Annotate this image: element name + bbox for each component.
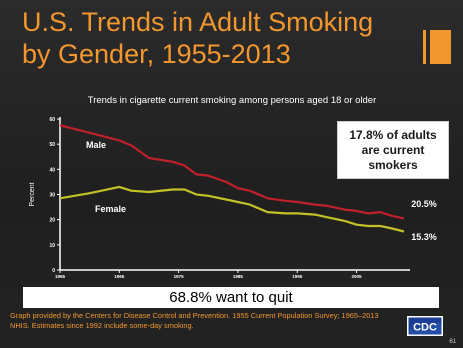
y-tick-label: 10 bbox=[49, 243, 55, 249]
current-smokers-callout: 17.8% of adults are current smokers bbox=[337, 121, 449, 179]
y-tick-label: 20 bbox=[49, 218, 55, 224]
x-tick-label: 1975 bbox=[174, 274, 185, 279]
x-tick-label: 1965 bbox=[114, 274, 125, 279]
series-line-male bbox=[59, 124, 405, 220]
orange-accent-bars bbox=[423, 30, 451, 64]
series-line-female bbox=[59, 185, 405, 233]
cdc-logo-icon: CDC bbox=[407, 316, 443, 336]
callout-text: 17.8% of adults are current smokers bbox=[349, 127, 437, 172]
series-label-male: Male bbox=[86, 140, 106, 150]
cdc-logo-text: CDC bbox=[413, 322, 437, 334]
y-tick-label: 50 bbox=[49, 142, 55, 148]
accent-bar-thick bbox=[430, 30, 451, 64]
title-line-1: U.S. Trends in Adult Smoking bbox=[22, 7, 374, 37]
x-tick-label: 2005 bbox=[352, 274, 363, 279]
chart-area: Trends in cigarette current smoking amon… bbox=[0, 88, 463, 288]
slide-title: U.S. Trends in Adult Smoking by Gender, … bbox=[22, 6, 422, 70]
y-tick-label: 30 bbox=[49, 193, 55, 199]
smoking-trend-chart: Trends in cigarette current smoking amon… bbox=[29, 95, 437, 279]
end-value-label: 15.3% bbox=[411, 232, 437, 242]
y-tick-label: 60 bbox=[49, 117, 55, 123]
title-line-2: by Gender, 1955-2013 bbox=[22, 39, 291, 69]
x-tick-label: 1955 bbox=[55, 274, 66, 279]
accent-bar-thin bbox=[423, 30, 426, 64]
source-note: Graph provided by the Centers for Diseas… bbox=[10, 311, 379, 330]
end-value-label: 20.5% bbox=[411, 199, 437, 209]
y-tick-label: 40 bbox=[49, 167, 55, 173]
quit-banner: 68.8% want to quit bbox=[23, 287, 439, 308]
chart-title: Trends in cigarette current smoking amon… bbox=[88, 95, 377, 106]
series-label-female: Female bbox=[95, 204, 126, 214]
y-tick-label: 0 bbox=[52, 268, 55, 274]
x-tick-label: 1995 bbox=[292, 274, 303, 279]
page-number: 61 bbox=[449, 339, 456, 345]
x-tick-label: 1985 bbox=[233, 274, 244, 279]
y-axis-label: Percent bbox=[29, 182, 36, 206]
